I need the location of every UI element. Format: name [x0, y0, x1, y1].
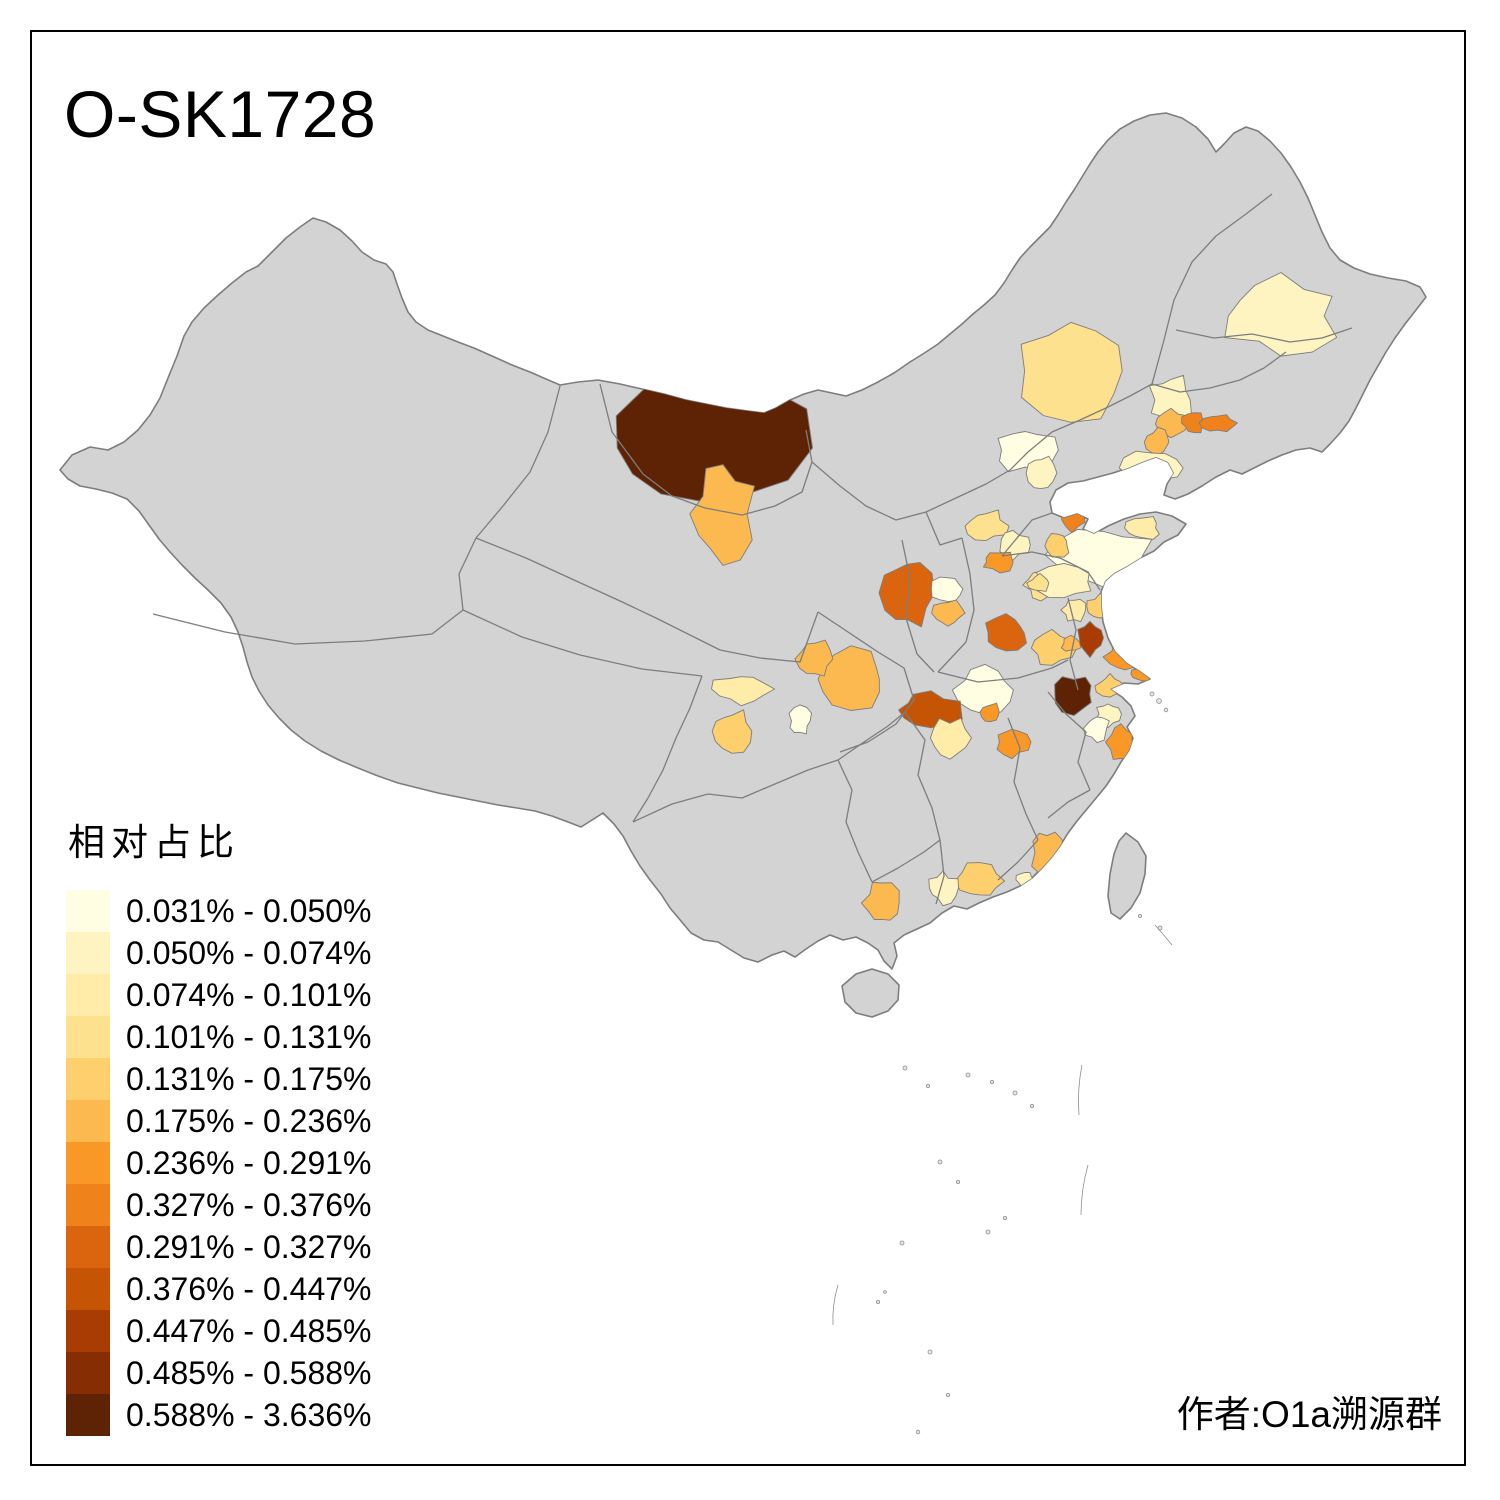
map-region: [711, 676, 776, 707]
legend-swatch: [66, 1016, 110, 1058]
map-region: [982, 551, 1014, 574]
province-borders: [152, 193, 1353, 905]
legend-row: 0.101% - 0.131%: [66, 1016, 372, 1058]
map-region: [878, 562, 935, 628]
map-region: [689, 464, 756, 566]
map-region: [817, 645, 880, 711]
map-region: [985, 613, 1028, 652]
map-region: [711, 709, 753, 754]
map-region: [1181, 412, 1208, 434]
legend-swatch: [66, 974, 110, 1016]
legend-swatch: [66, 1310, 110, 1352]
map-region: [860, 881, 900, 921]
map-region: [788, 704, 812, 735]
map-region: [1044, 533, 1070, 558]
map-region: [1059, 598, 1087, 623]
legend-label: 0.175% - 0.236%: [126, 1102, 372, 1139]
map-region: [951, 663, 1014, 715]
map-region: [929, 717, 973, 760]
hainan-island: [841, 968, 900, 1018]
map-region: [964, 509, 1010, 542]
highlighted-regions: [615, 271, 1338, 921]
legend-swatch: [66, 1142, 110, 1184]
legend-row: 0.485% - 0.588%: [66, 1352, 372, 1394]
legend: 相对占比 0.031% - 0.050% 0.050% - 0.074% 0.0…: [66, 812, 372, 1436]
map-region: [1198, 414, 1239, 433]
legend-swatch: [66, 1394, 110, 1436]
legend-swatch: [66, 1352, 110, 1394]
map-region: [1030, 628, 1078, 666]
map-region: [928, 870, 959, 907]
legend-swatch: [66, 890, 110, 932]
legend-row: 0.327% - 0.376%: [66, 1184, 372, 1226]
legend-label: 0.031% - 0.050%: [126, 892, 372, 929]
legend-label: 0.131% - 0.175%: [126, 1060, 372, 1097]
legend-label: 0.236% - 0.291%: [126, 1144, 372, 1181]
legend-row: 0.131% - 0.175%: [66, 1058, 372, 1100]
legend-row: 0.074% - 0.101%: [66, 974, 372, 1016]
legend-label: 0.485% - 0.588%: [126, 1354, 372, 1391]
legend-label: 0.074% - 0.101%: [126, 976, 372, 1013]
attribution: 作者:O1a溯源群: [1176, 1394, 1442, 1435]
legend-rows: 0.031% - 0.050% 0.050% - 0.074% 0.074% -…: [66, 890, 372, 1436]
legend-row: 0.291% - 0.327%: [66, 1226, 372, 1268]
legend-label: 0.447% - 0.485%: [126, 1312, 372, 1349]
legend-swatch: [66, 1100, 110, 1142]
map-region: [1224, 271, 1338, 357]
map-region: [1025, 455, 1058, 490]
legend-label: 0.101% - 0.131%: [126, 1018, 372, 1055]
map-region: [1054, 676, 1092, 716]
legend-row: 0.031% - 0.050%: [66, 890, 372, 932]
legend-row: 0.376% - 0.447%: [66, 1268, 372, 1310]
legend-label: 0.327% - 0.376%: [126, 1186, 372, 1223]
legend-row: 0.447% - 0.485%: [66, 1310, 372, 1352]
map-region: [1083, 716, 1110, 744]
legend-label: 0.588% - 3.636%: [126, 1396, 372, 1433]
map-region: [931, 599, 966, 627]
page-title: O-SK1728: [64, 77, 377, 151]
legend-swatch: [66, 1226, 110, 1268]
map-region: [1077, 620, 1104, 659]
legend-swatch: [66, 1058, 110, 1100]
legend-swatch: [66, 1184, 110, 1226]
legend-label: 0.050% - 0.074%: [126, 934, 372, 971]
taiwan-island: [1107, 832, 1147, 920]
map-region: [1143, 426, 1170, 456]
legend-title: 相对占比: [68, 822, 240, 863]
map-region: [1124, 516, 1160, 540]
legend-row: 0.236% - 0.291%: [66, 1142, 372, 1184]
legend-row: 0.588% - 3.636%: [66, 1394, 372, 1436]
map-region: [1026, 572, 1050, 592]
legend-row: 0.050% - 0.074%: [66, 932, 372, 974]
legend-label: 0.291% - 0.327%: [126, 1228, 372, 1265]
legend-label: 0.376% - 0.447%: [126, 1270, 372, 1307]
legend-swatch: [66, 932, 110, 974]
legend-swatch: [66, 1268, 110, 1310]
legend-row: 0.175% - 0.236%: [66, 1100, 372, 1142]
map-region: [1020, 321, 1123, 423]
sea-islands: [832, 691, 1173, 1435]
map-region: [979, 702, 1000, 722]
